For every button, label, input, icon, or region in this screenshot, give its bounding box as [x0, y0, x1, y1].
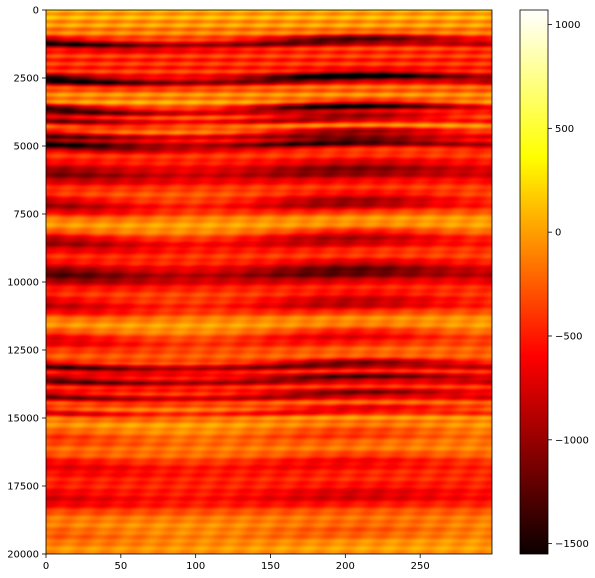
- x-tick-label: 0: [43, 561, 49, 572]
- y-tick-label: 20000: [7, 550, 39, 561]
- y-tick-label: 2500: [14, 74, 39, 85]
- colorbar-tick-label: −1000: [555, 435, 589, 446]
- y-tick-label: 15000: [7, 414, 39, 425]
- x-tick-label: 150: [261, 561, 280, 572]
- x-tick-label: 50: [114, 561, 127, 572]
- y-tick-label: 10000: [7, 278, 39, 289]
- y-tick-label: 5000: [14, 142, 39, 153]
- colorbar-tick-label: 500: [555, 124, 574, 135]
- y-axis: 0 2500 5000 7500 10000 12500 15000 17500 20000: [7, 6, 46, 561]
- y-tick-label: 12500: [7, 346, 39, 357]
- x-axis: 0 50 100 150 200 250: [43, 554, 430, 572]
- colorbar-frame: [519, 9, 549, 555]
- colorbar: [520, 10, 548, 554]
- colorbar-tick-label: 0: [555, 228, 561, 239]
- y-tick-label: 7500: [14, 210, 39, 221]
- colorbar-tick-label: −1500: [555, 539, 589, 550]
- x-tick-label: 200: [336, 561, 355, 572]
- colorbar-tick-label: 1000: [555, 20, 580, 31]
- colorbar-tick-label: −500: [555, 331, 582, 342]
- x-tick-label: 100: [186, 561, 205, 572]
- colorbar-axis: 1000 500 0 −500 −1000 −1500: [548, 20, 589, 550]
- y-tick-label: 17500: [7, 482, 39, 493]
- y-tick-label: 0: [33, 6, 39, 17]
- x-tick-label: 250: [411, 561, 430, 572]
- heatmap-image: [46, 10, 492, 554]
